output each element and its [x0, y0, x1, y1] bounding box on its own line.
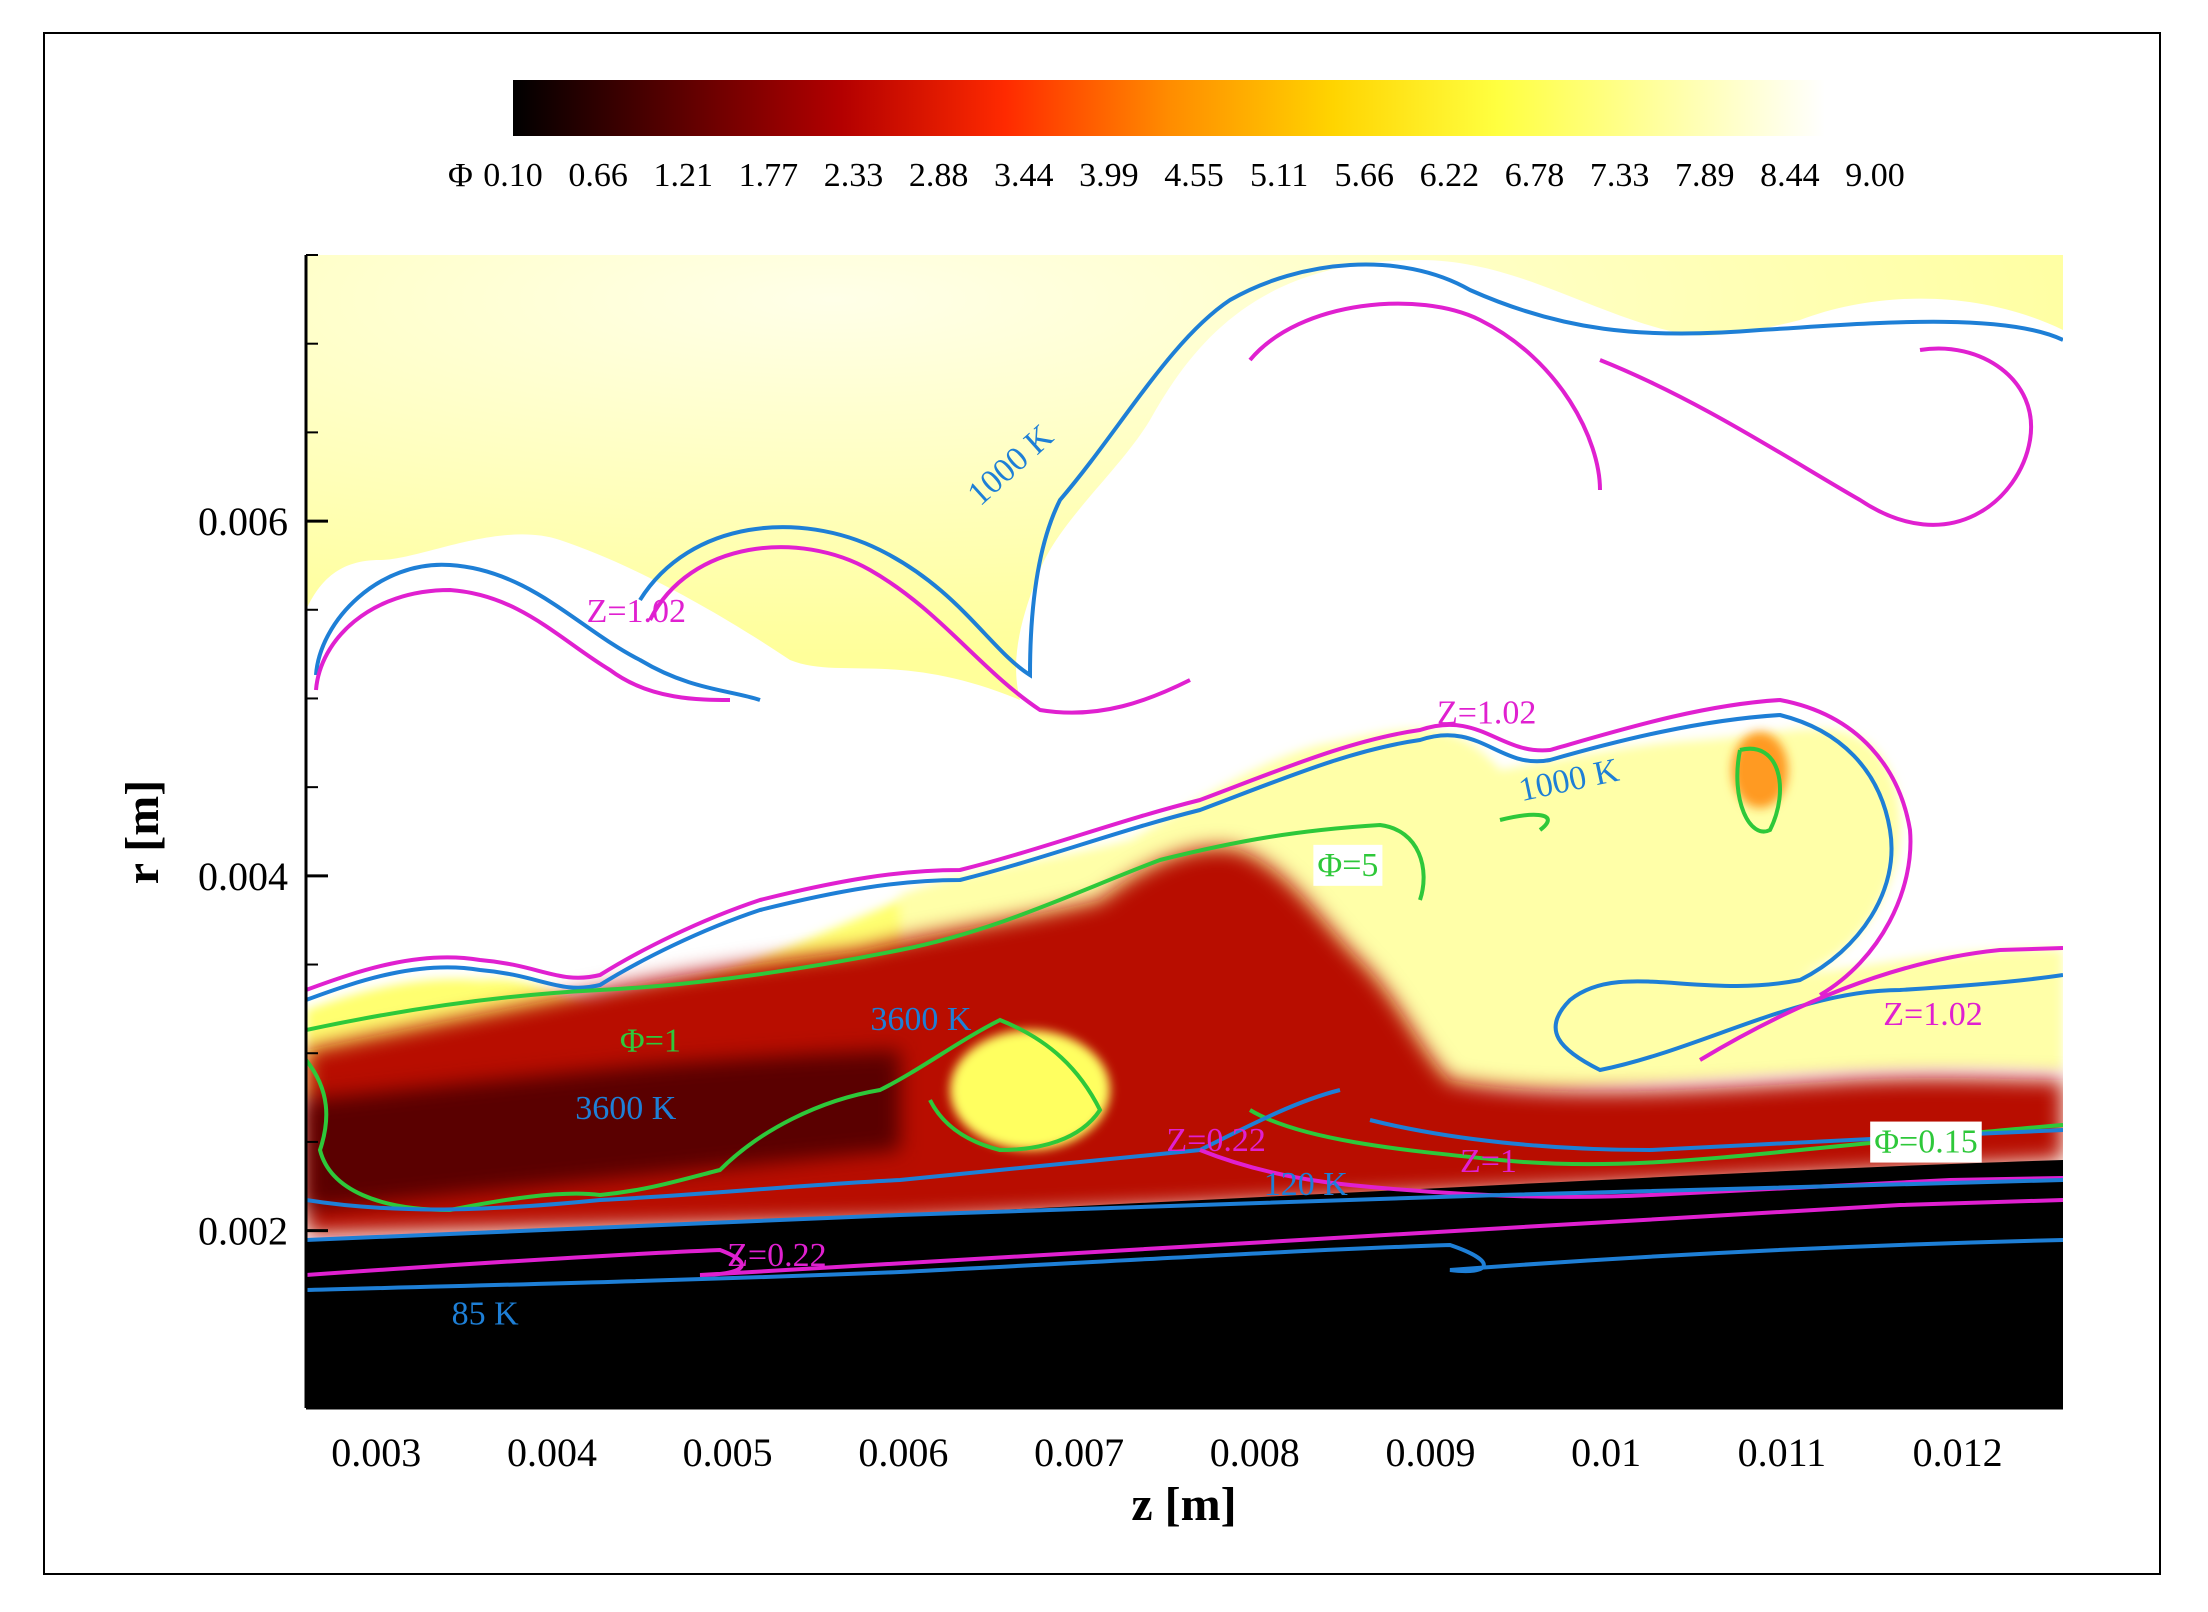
x-tick-label: 0.004	[507, 1430, 597, 1475]
x-tick-label: 0.008	[1210, 1430, 1300, 1475]
colorbar-tick-label: 1.21	[654, 157, 714, 194]
field-dark-band	[306, 1050, 900, 1210]
field-orange-spot	[1732, 732, 1788, 808]
contour-label: Φ=1	[620, 1022, 681, 1059]
x-tick-label: 0.009	[1385, 1430, 1475, 1475]
contour-label: Z=0.22	[1166, 1122, 1265, 1159]
colorbar-tick-label: 9.00	[1845, 157, 1905, 194]
x-tick-label: 0.012	[1913, 1430, 2003, 1475]
colorbar: Φ 0.10 0.66 1.21 1.77 2.33 2.88 3.44 3.99 4.55 5.…	[448, 80, 1905, 194]
contour-label-text: 3600 K	[870, 1001, 972, 1038]
x-tick-label: 0.005	[683, 1430, 773, 1475]
contour-label-box	[1313, 844, 1383, 886]
contour-label: Z=0.22	[727, 1237, 826, 1274]
colorbar-tick-label: 6.78	[1505, 157, 1565, 194]
contour-1000k-upper	[314, 262, 2063, 702]
contour-label: Z=1.02	[1437, 694, 1536, 731]
x-tick-label: 0.006	[858, 1430, 948, 1475]
contour-label-text: 120 K	[1264, 1166, 1349, 1203]
y-tick-label: 0.006	[198, 499, 288, 544]
contour-label-text: Z=1.02	[1437, 694, 1536, 731]
field-upper-yellow	[306, 255, 2063, 700]
y-tick-label: 0.002	[198, 1209, 288, 1254]
colorbar-tick-label: 1.77	[739, 157, 799, 194]
contour-label-text: Z=0.22	[1166, 1122, 1265, 1159]
contour-label: Z=1.02	[587, 593, 686, 630]
colorbar-tick-label: 2.33	[824, 157, 884, 194]
colorbar-tick-label: 0.10	[483, 157, 543, 194]
colorbar-tick-label: 6.22	[1420, 157, 1480, 194]
contour-label-text: Z=0.22	[727, 1237, 826, 1274]
x-tick-label: 0.003	[331, 1430, 421, 1475]
x-tick-label: 0.011	[1738, 1430, 1827, 1475]
contour-label-text: Z=1.02	[1883, 996, 1982, 1033]
colorbar-tick-label: 4.55	[1164, 157, 1224, 194]
x-tick-label: 0.01	[1571, 1430, 1641, 1475]
colorbar-tick-label: 7.33	[1590, 157, 1650, 194]
contour-label: 3600 K	[870, 1001, 972, 1038]
contour-label-text: Φ=1	[620, 1022, 681, 1059]
x-axis-label: z [m]	[1131, 1478, 1236, 1531]
x-tick-label: 0.007	[1034, 1430, 1124, 1475]
contour-label-text: Φ=5	[1317, 847, 1378, 884]
field-bubble-yellow-1	[950, 1030, 1110, 1150]
contour-label-text: Z=1	[1460, 1143, 1517, 1180]
axes: 0.003 0.004 0.005 0.006 0.007 0.008 0.009 0.01 0…	[116, 254, 2063, 1531]
figure-frame	[43, 32, 2161, 1575]
contour-lines	[306, 262, 2063, 1292]
contour-label-text: 3600 K	[575, 1090, 677, 1127]
colorbar-variable-label: Φ	[448, 157, 473, 194]
contour-label: 3600 K	[575, 1090, 677, 1127]
y-axis-label: r [m]	[116, 780, 169, 884]
contour-z022	[306, 1198, 2063, 1277]
colorbar-tick-label: 2.88	[909, 157, 969, 194]
contour-label-box	[1870, 1121, 1982, 1163]
x-ticks: 0.003 0.004 0.005 0.006 0.007 0.008 0.009 0.01 0…	[331, 1394, 2003, 1475]
colorbar-tick-label: 0.66	[568, 157, 628, 194]
colorbar-tick-label: 7.89	[1675, 157, 1735, 194]
contour-z102-plume	[306, 697, 2063, 1062]
contour-label: 85 K	[452, 1296, 520, 1333]
contour-z102-upper	[314, 301, 2034, 715]
colorbar-tick-label: 5.11	[1250, 157, 1308, 194]
contour-120k	[306, 1178, 2063, 1242]
contour-phi5	[306, 746, 1782, 1032]
contour-label: Φ=5	[1313, 844, 1383, 886]
contour-85k	[306, 1238, 2063, 1292]
contour-label: Z=1	[1460, 1143, 1517, 1180]
contour-label: 120 K	[1264, 1166, 1349, 1203]
phi-field	[306, 255, 2063, 1408]
contour-label-text: 85 K	[452, 1296, 520, 1333]
contour-label: Z=1.02	[1883, 996, 1982, 1033]
contour-label: Φ=0.15	[1870, 1121, 1982, 1163]
colorbar-tick-label: 5.66	[1335, 157, 1395, 194]
y-ticks: 0.002 0.004 0.006	[198, 254, 328, 1321]
contour-1000k-plume	[306, 712, 2063, 1073]
contour-label-text: Φ=0.15	[1874, 1124, 1978, 1161]
colorbar-tick-label: 3.99	[1079, 157, 1139, 194]
colorbar-labels: 0.10 0.66 1.21 1.77 2.33 2.88 3.44 3.99 4.55 5.11…	[483, 157, 1905, 194]
colorbar-gradient	[513, 80, 1825, 136]
y-tick-label: 0.004	[198, 854, 288, 899]
colorbar-tick-label: 3.44	[994, 157, 1054, 194]
colorbar-tick-label: 8.44	[1760, 157, 1820, 194]
contour-label-text: Z=1.02	[587, 593, 686, 630]
